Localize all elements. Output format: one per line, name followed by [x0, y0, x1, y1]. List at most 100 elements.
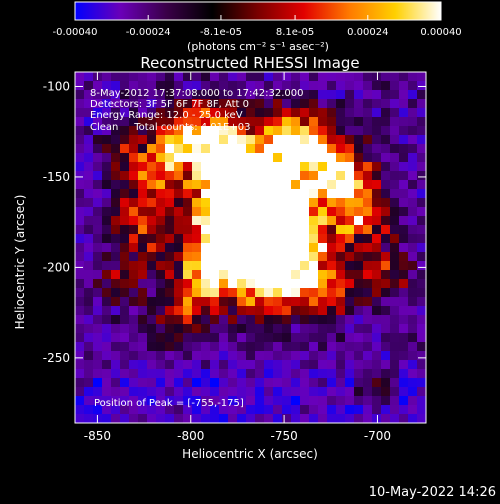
heatmap-pixel	[183, 180, 193, 190]
heatmap-pixel	[399, 135, 409, 145]
heatmap-pixel	[165, 369, 175, 379]
heatmap-pixel	[93, 234, 103, 244]
heatmap-pixel	[318, 315, 328, 325]
heatmap-pixel	[399, 126, 409, 136]
heatmap-pixel	[300, 279, 310, 289]
heatmap-pixel	[354, 144, 364, 154]
heatmap-pixel	[228, 207, 238, 217]
heatmap-pixel	[201, 90, 211, 100]
heatmap-pixel	[75, 72, 85, 82]
heatmap-pixel	[246, 108, 256, 118]
colorbar-tick-label: 0.00024	[347, 27, 388, 38]
heatmap-pixel	[354, 189, 364, 199]
heatmap-pixel	[282, 108, 292, 118]
heatmap-pixel	[246, 99, 256, 109]
heatmap-pixel	[408, 252, 418, 262]
heatmap-pixel	[102, 414, 112, 423]
heatmap-pixel	[201, 180, 211, 190]
heatmap-pixel	[291, 342, 301, 352]
heatmap-pixel	[165, 405, 175, 415]
heatmap-pixel	[111, 360, 121, 370]
heatmap-pixel	[246, 360, 256, 370]
heatmap-pixel	[309, 351, 319, 361]
heatmap-pixel	[147, 144, 157, 154]
info-line-counts: Clean Total counts: 4.91E+03	[90, 122, 250, 133]
heatmap-pixel	[291, 333, 301, 343]
heatmap-pixel	[93, 153, 103, 163]
heatmap-pixel	[363, 225, 373, 235]
heatmap-pixel	[111, 396, 121, 406]
heatmap-pixel	[237, 288, 247, 298]
heatmap-pixel	[147, 387, 157, 397]
heatmap-pixel	[309, 162, 319, 172]
heatmap-pixel	[372, 324, 382, 334]
heatmap-pixel	[84, 81, 94, 91]
heatmap-pixel	[111, 333, 121, 343]
heatmap-pixel	[399, 99, 409, 109]
heatmap-pixel	[111, 315, 121, 325]
heatmap-pixel	[210, 360, 220, 370]
heatmap-pixel	[84, 189, 94, 199]
heatmap-pixel	[174, 387, 184, 397]
heatmap-pixel	[372, 306, 382, 316]
heatmap-pixel	[120, 153, 130, 163]
heatmap-pixel	[219, 117, 229, 127]
heatmap-pixel	[165, 207, 175, 217]
heatmap-pixel	[300, 333, 310, 343]
heatmap-pixel	[75, 270, 85, 280]
heatmap-pixel	[309, 261, 319, 271]
heatmap-pixel	[336, 198, 346, 208]
heatmap-pixel	[129, 207, 139, 217]
info-overlay: 8-May-2012 17:37:08.000 to 17:42:32.000 …	[90, 88, 303, 133]
heatmap-pixel	[336, 405, 346, 415]
heatmap-pixel	[228, 414, 238, 423]
heatmap-pixel	[318, 396, 328, 406]
heatmap-pixel	[372, 126, 382, 136]
heatmap-pixel	[75, 306, 85, 316]
heatmap-pixel	[255, 369, 265, 379]
heatmap-pixel	[336, 360, 346, 370]
heatmap-pixel	[327, 180, 337, 190]
heatmap-pixel	[372, 414, 382, 423]
heatmap-pixel	[138, 216, 148, 226]
heatmap-pixel	[273, 405, 283, 415]
heatmap-pixel	[282, 198, 292, 208]
heatmap-pixel	[354, 162, 364, 172]
heatmap-pixel	[93, 297, 103, 307]
heatmap-pixel	[120, 297, 130, 307]
heatmap-pixel	[237, 144, 247, 154]
heatmap-pixel	[417, 153, 426, 163]
x-tick-label: -750	[270, 429, 297, 443]
heatmap-pixel	[192, 225, 202, 235]
heatmap-pixel	[75, 135, 85, 145]
heatmap-pixel	[408, 342, 418, 352]
heatmap-pixel	[381, 234, 391, 244]
heatmap-pixel	[228, 261, 238, 271]
heatmap-pixel	[138, 252, 148, 262]
heatmap-pixel	[363, 99, 373, 109]
heatmap-pixel	[237, 243, 247, 253]
heatmap-pixel	[282, 171, 292, 181]
heatmap-pixel	[111, 99, 121, 109]
heatmap-pixel	[363, 396, 373, 406]
heatmap-pixel	[354, 117, 364, 127]
heatmap-pixel	[228, 279, 238, 289]
heatmap-pixel	[345, 162, 355, 172]
heatmap-pixel	[75, 324, 85, 334]
heatmap-pixel	[183, 81, 193, 91]
heatmap-pixel	[255, 378, 265, 388]
heatmap-pixel	[93, 135, 103, 145]
heatmap-pixel	[174, 324, 184, 334]
y-tick-label: -200	[43, 260, 70, 274]
heatmap-pixel	[264, 297, 274, 307]
heatmap-pixel	[138, 396, 148, 406]
heatmap-pixel	[201, 81, 211, 91]
heatmap-pixel	[309, 216, 319, 226]
heatmap-pixel	[156, 261, 166, 271]
heatmap-pixel	[75, 252, 85, 262]
heatmap-pixel	[246, 261, 256, 271]
heatmap-pixel	[264, 99, 274, 109]
heatmap-pixel	[282, 180, 292, 190]
heatmap-pixel	[75, 126, 85, 136]
heatmap-pixel	[282, 270, 292, 280]
